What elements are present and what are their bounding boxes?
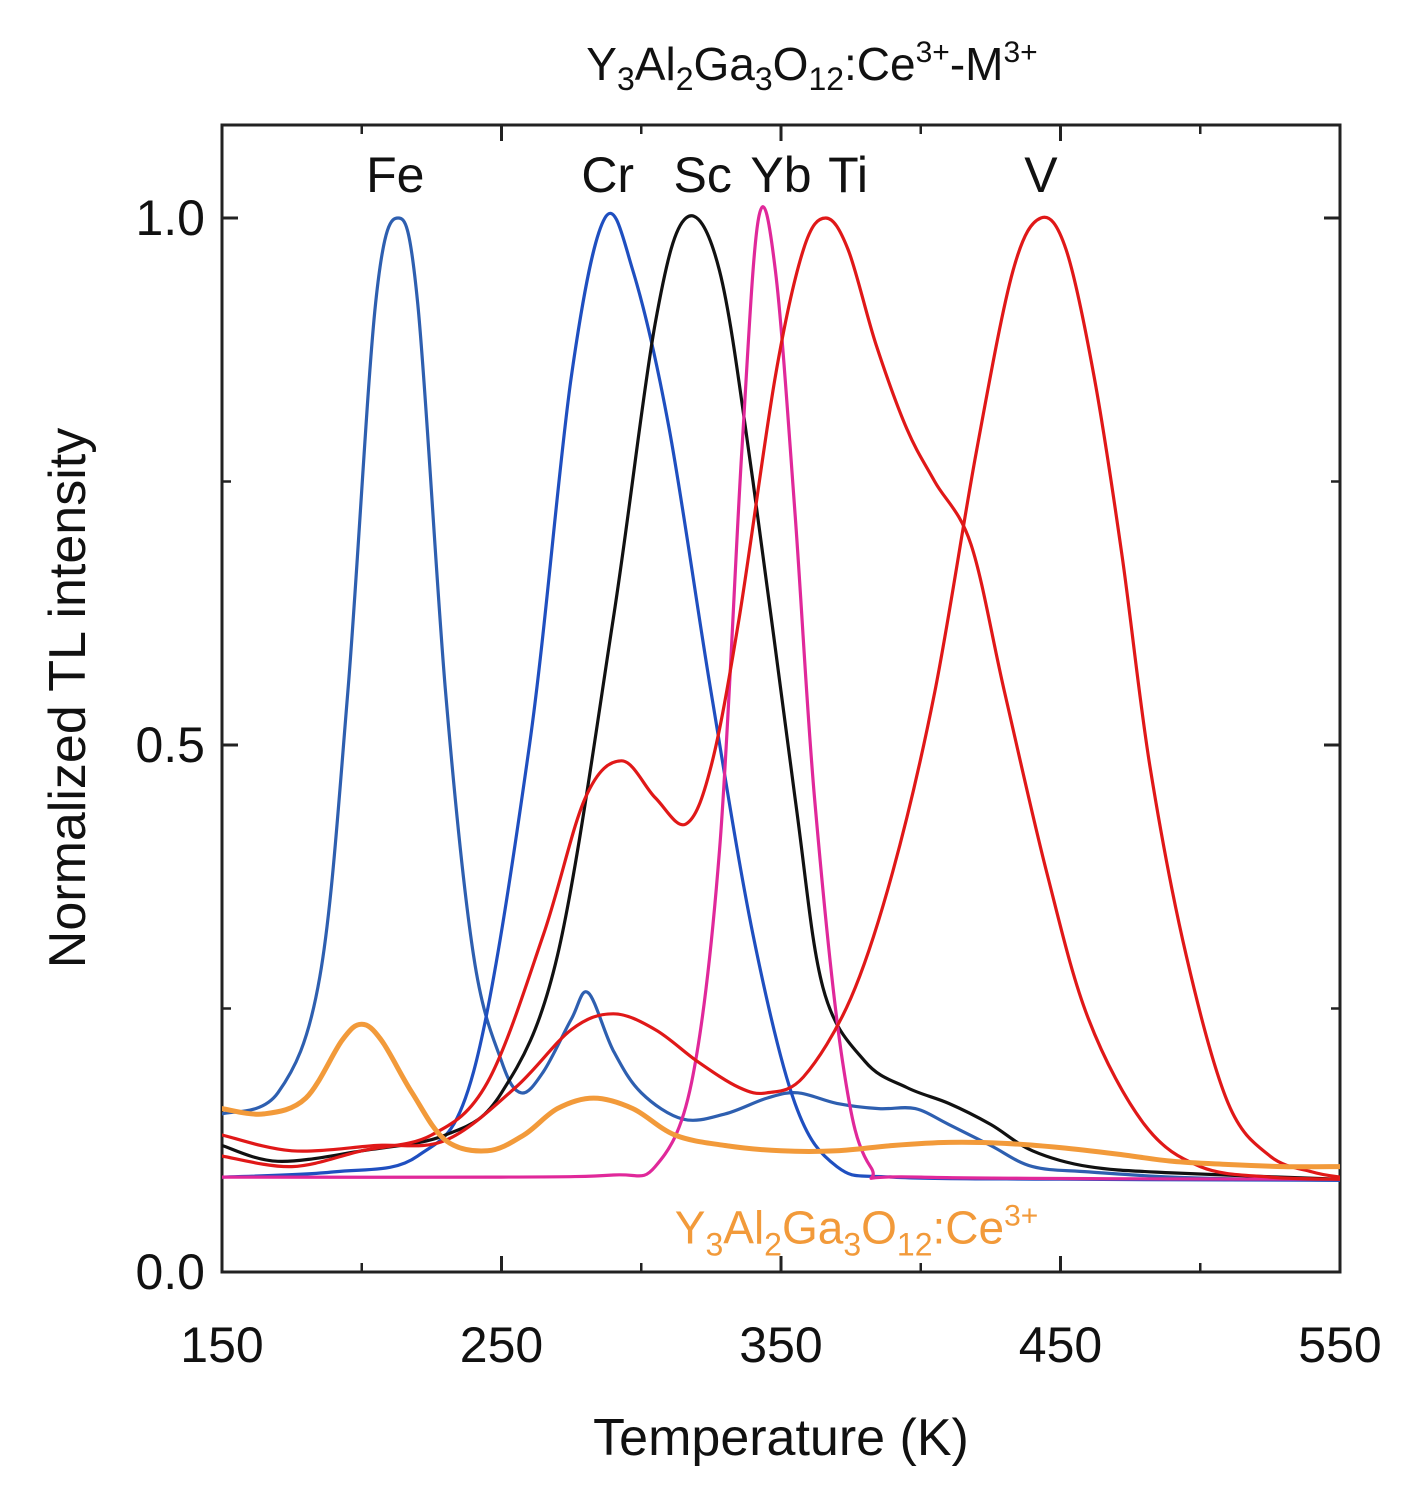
ref-part: O (861, 1201, 897, 1253)
title-part: 12 (808, 61, 844, 97)
reference-series-label: Y3Al2Ga3O12:Ce3+ (675, 1199, 1039, 1262)
peak-label-ti: Ti (828, 147, 868, 203)
ref-part: :Ce (933, 1201, 1005, 1253)
chart-title: Y3Al2Ga3O12:Ce3+-M3+ (586, 36, 1037, 97)
peak-label-cr: Cr (581, 147, 634, 203)
title-part: 3 (755, 61, 773, 97)
series-line-cr (222, 211, 1340, 1182)
x-tick-label: 350 (739, 1317, 822, 1373)
ref-part: 3 (705, 1226, 723, 1262)
y-tick-label: 0.5 (135, 717, 205, 773)
x-tick-label: 550 (1298, 1317, 1381, 1373)
ref-part: Al (723, 1201, 764, 1253)
y-tick-label: 1.0 (135, 190, 205, 246)
title-part: -M (950, 38, 1004, 90)
title-part: Ga (693, 38, 755, 90)
title-part: 3+ (916, 36, 950, 69)
series-line-v (222, 215, 1340, 1179)
title-part: 3 (617, 61, 635, 97)
title-part: O (773, 38, 809, 90)
peak-label-sc: Sc (674, 147, 732, 203)
title-part: 2 (676, 61, 694, 97)
y-tick-label: 0.0 (135, 1244, 205, 1300)
ref-part: 2 (764, 1226, 782, 1262)
ref-part: 3 (843, 1226, 861, 1262)
tick-labels: 150 250 350 450 550 0.0 0.5 1.0 (135, 190, 1381, 1373)
ref-part: 3+ (1004, 1199, 1038, 1232)
series-layer (222, 205, 1340, 1182)
x-axis-label: Temperature (K) (593, 1409, 969, 1467)
title-part: Al (635, 38, 676, 90)
x-tick-label: 150 (180, 1317, 263, 1373)
y-axis-label: Normalized TL intensity (39, 428, 97, 968)
series-line-ti (222, 216, 1340, 1181)
series-line-sc (222, 214, 1340, 1181)
peak-label-v: V (1024, 147, 1058, 203)
series-line-yb (222, 205, 1340, 1181)
ref-part: Y (675, 1201, 706, 1253)
peak-label-fe: Fe (366, 147, 424, 203)
title-part: 3+ (1003, 36, 1037, 69)
title-part: Y (586, 38, 617, 90)
ref-part: Ga (782, 1201, 844, 1253)
peak-label-yb: Yb (750, 147, 811, 203)
x-tick-label: 250 (460, 1317, 543, 1373)
ref-part: 12 (897, 1226, 933, 1262)
peak-labels: Fe Cr Sc Yb Ti V (366, 147, 1058, 203)
series-line-y3al2ga3o12-ce3- (222, 1021, 1340, 1170)
title-part: :Ce (844, 38, 916, 90)
x-tick-label: 450 (1019, 1317, 1102, 1373)
tick-marks (220, 125, 1342, 1274)
